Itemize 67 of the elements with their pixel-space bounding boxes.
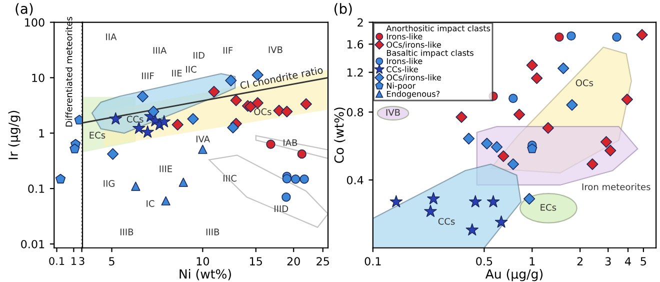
legend-label: Ni-poor bbox=[386, 82, 416, 90]
y-tick-label: 0.01 bbox=[21, 240, 44, 248]
annotation: IVB bbox=[386, 109, 400, 116]
annotation: CCs bbox=[126, 116, 144, 123]
annotation: Basaltic impact clasts bbox=[386, 50, 474, 58]
legend-label: OCs/irons-like bbox=[386, 41, 441, 48]
annotation: ECs bbox=[90, 132, 106, 139]
chart-title: (a) bbox=[16, 3, 33, 16]
annotation: IAB bbox=[284, 139, 298, 146]
y-tick-label: 1 bbox=[39, 129, 44, 138]
annotation: Iron meteorites bbox=[582, 183, 650, 190]
x-tick-label: 0.1 bbox=[364, 257, 381, 266]
ref-line-label: Differentiated meteorites bbox=[65, 16, 72, 126]
annotation: OCs bbox=[576, 79, 594, 86]
annotation: IIF bbox=[223, 47, 233, 54]
text: CI chondrite ratio bbox=[240, 66, 324, 90]
x-tick-label: 4 bbox=[625, 257, 631, 266]
y-tick-label: 2 bbox=[358, 18, 363, 26]
annotation: ECs bbox=[540, 204, 556, 211]
annotation: IID bbox=[194, 52, 204, 59]
y-tick-label: 0.1 bbox=[28, 184, 44, 193]
annotation: IIE bbox=[172, 70, 182, 76]
x-tick-label: 3 bbox=[605, 257, 611, 266]
chart-title: (b) bbox=[334, 3, 352, 16]
x-tick-label: 1 bbox=[530, 257, 535, 266]
y-axis-title: Co (wt%) bbox=[334, 108, 346, 163]
legend-title: Anorthositic impact clasts bbox=[386, 25, 490, 33]
y-tick-label: 0.8 bbox=[346, 108, 364, 116]
y-axis-title: Ir (µg/g) bbox=[8, 110, 20, 160]
annotation: IIIC bbox=[224, 174, 236, 182]
legend-label: Irons-like bbox=[386, 58, 422, 64]
annotation: IIIB bbox=[206, 228, 220, 236]
x-tick-label: 25 bbox=[316, 257, 329, 266]
x-tick-label: 5 bbox=[640, 257, 646, 266]
legend-label: CCs-like bbox=[386, 66, 418, 72]
x-tick-label: 2 bbox=[577, 257, 582, 266]
y-tick-label: 10 bbox=[32, 74, 44, 82]
annotation: IIIE bbox=[160, 166, 172, 172]
annotation: IIIA bbox=[153, 47, 167, 54]
x-tick-label: 1 bbox=[72, 257, 76, 265]
y-tick-label: 0.4 bbox=[346, 176, 364, 184]
annotation: IVB bbox=[268, 46, 282, 53]
x-axis-title: Au (µg/g) bbox=[485, 269, 543, 282]
x-axis-title: Ni (wt%) bbox=[180, 269, 231, 280]
annotation: IIG bbox=[104, 180, 114, 187]
x-tick-label: 20 bbox=[287, 257, 300, 266]
annotation: IIIB bbox=[120, 228, 134, 236]
x-tick-label: 3 bbox=[79, 257, 84, 265]
annotation: IIA bbox=[106, 34, 117, 40]
y-tick-label: 1.2 bbox=[347, 68, 363, 77]
x-tick-label: 15 bbox=[250, 257, 262, 266]
annotation: IIC bbox=[186, 66, 196, 73]
annotation: CCs bbox=[438, 218, 455, 225]
annotation: IVA bbox=[196, 136, 210, 142]
annotation: OCs bbox=[254, 108, 272, 116]
legend-label: Irons-like bbox=[386, 33, 422, 40]
annotation: IC bbox=[146, 200, 154, 207]
annotation: IIIF bbox=[142, 72, 154, 80]
y-tick-label: 1.6 bbox=[347, 40, 364, 49]
y-tick-label: 100 bbox=[25, 18, 44, 27]
legend-label: Endogenous? bbox=[386, 90, 440, 98]
annotation: IIID bbox=[274, 205, 288, 212]
x-tick-label: 5 bbox=[109, 257, 114, 266]
x-tick-label: 0.1 bbox=[49, 257, 64, 265]
x-tick-label: 10 bbox=[196, 257, 210, 266]
x-tick-label: 0.5 bbox=[476, 257, 492, 266]
legend-label: OCs/irons-like bbox=[386, 74, 441, 82]
